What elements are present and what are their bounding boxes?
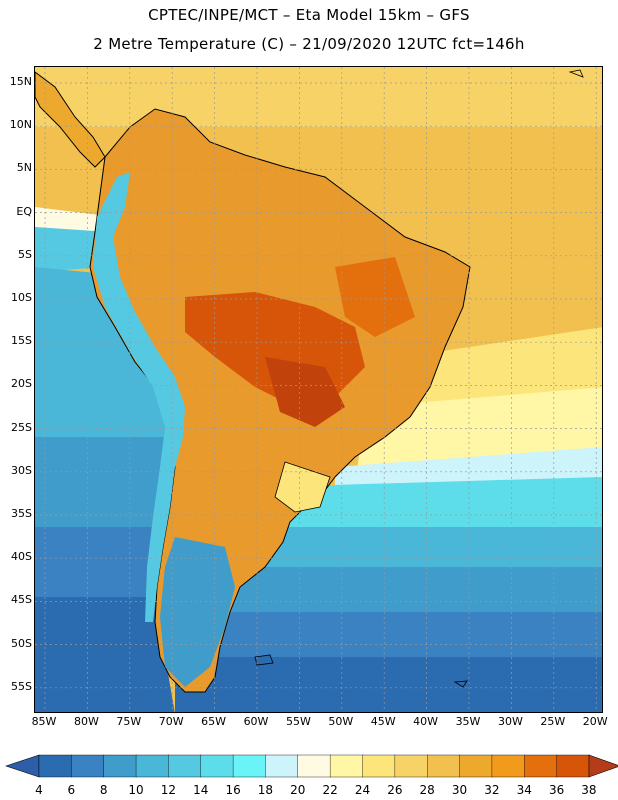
colorbar-segment <box>103 754 137 778</box>
colorbar-segment <box>297 754 331 778</box>
latitude-label: 15N <box>9 75 32 88</box>
colorbar-tick-label: 36 <box>548 783 565 797</box>
latitude-label: 30S <box>11 463 32 477</box>
longitude-label: 75W <box>116 715 142 728</box>
longitude-label: 65W <box>201 715 227 728</box>
map-title-line1: CPTEC/INPE/MCT – Eta Model 15km – GFS <box>148 6 470 24</box>
colorbar-segment <box>71 754 105 778</box>
ocean-band-caribbean <box>35 67 602 127</box>
colorbar-segment <box>459 754 493 778</box>
colorbar-tick-label: 12 <box>160 783 177 797</box>
latitude-label: 50S <box>11 636 32 650</box>
colorbar-tick-label: 26 <box>387 783 403 797</box>
colorbar-tick-label: 6 <box>67 783 76 797</box>
latitude-label: 15S <box>11 334 32 348</box>
colorbar-segment <box>491 754 525 778</box>
latitude-label: 45S <box>11 593 32 607</box>
latitude-label: 5N <box>16 161 32 175</box>
colorbar-segment <box>524 754 558 778</box>
south-georgia-island <box>453 680 468 688</box>
patagonia-cool <box>160 537 235 687</box>
latitude-label: 10S <box>11 291 32 304</box>
colorbar-under-arrow <box>5 754 40 778</box>
colorbar-tick-label: 14 <box>193 783 209 797</box>
colorbar-tick-label: 38 <box>581 783 597 797</box>
longitude-label: 20W <box>582 715 608 728</box>
longitude-label: 55W <box>285 715 311 728</box>
ocean-band-atlantic-4 <box>265 477 602 537</box>
latitude-label: 40S <box>11 550 32 564</box>
ocean-band-pacific-3 <box>35 437 180 537</box>
ocean-band-pacific-5 <box>35 597 175 712</box>
colorbar-tick-label: 16 <box>225 783 241 797</box>
colorbar-tick-label: 30 <box>451 783 468 797</box>
latitude-label: 55S <box>11 679 32 693</box>
hot-core-northeast <box>335 257 415 337</box>
longitude-label: 85W <box>31 715 57 728</box>
longitude-label: 40W <box>413 715 439 728</box>
longitude-label: 50W <box>328 715 354 728</box>
latitude-label: EQ <box>16 204 32 218</box>
map-title-line2: 2 Metre Temperature (C) – 21/09/2020 12U… <box>93 35 525 53</box>
colorbar-segment <box>362 754 396 778</box>
latitude-label: 20S <box>11 377 32 391</box>
andes-cold-band <box>93 172 185 622</box>
latitude-label: 10N <box>9 118 32 132</box>
colorbar-segment <box>394 754 428 778</box>
longitude-label: 80W <box>73 715 99 728</box>
colorbar-tick-label: 4 <box>35 783 43 797</box>
colorbar-tick-label: 28 <box>419 783 435 797</box>
longitude-label: 35W <box>455 715 481 728</box>
colorbar-segment <box>556 754 590 778</box>
colorbar-tick-label: 8 <box>99 783 108 797</box>
ocean-band-atlantic-7 <box>195 612 602 667</box>
hot-core-pantanal <box>265 357 345 427</box>
colorbar-segment <box>200 754 234 778</box>
latitude-label: 5S <box>18 247 32 261</box>
falkland-islands <box>254 654 274 666</box>
longitude-label: 25W <box>540 715 566 728</box>
longitude-label: 45W <box>370 715 396 728</box>
colorbar-segment <box>427 754 461 778</box>
colorbar <box>5 754 618 778</box>
colorbar-segment <box>135 754 170 778</box>
uruguay-region <box>274 461 331 513</box>
longitude-label: 70W <box>158 715 184 728</box>
lesser-antilles <box>568 69 584 78</box>
colorbar-tick-label: 20 <box>290 783 306 797</box>
colorbar-segment <box>232 754 267 778</box>
colorbar-tick-label: 24 <box>354 783 371 797</box>
colorbar-over-arrow <box>588 754 618 778</box>
colorbar-tick-label: 22 <box>322 783 338 797</box>
latitude-label: 25S <box>11 420 32 434</box>
longitude-label: 30W <box>497 715 523 728</box>
colorbar-segment <box>265 754 299 778</box>
colorbar-tick-label: 18 <box>257 783 274 797</box>
ocean-band-pacific-4 <box>35 527 160 607</box>
colorbar-segment <box>329 754 364 778</box>
temperature-map <box>34 66 603 713</box>
colorbar-tick-label: 10 <box>128 783 144 797</box>
latitude-label: 35S <box>11 507 32 520</box>
longitude-label: 60W <box>243 715 269 728</box>
colorbar-tick-label: 34 <box>516 783 532 797</box>
colorbar-segment <box>38 754 73 778</box>
colorbar-tick-label: 32 <box>484 783 500 797</box>
ocean-band-atlantic-8 <box>175 657 602 712</box>
colorbar-segment <box>168 754 202 778</box>
